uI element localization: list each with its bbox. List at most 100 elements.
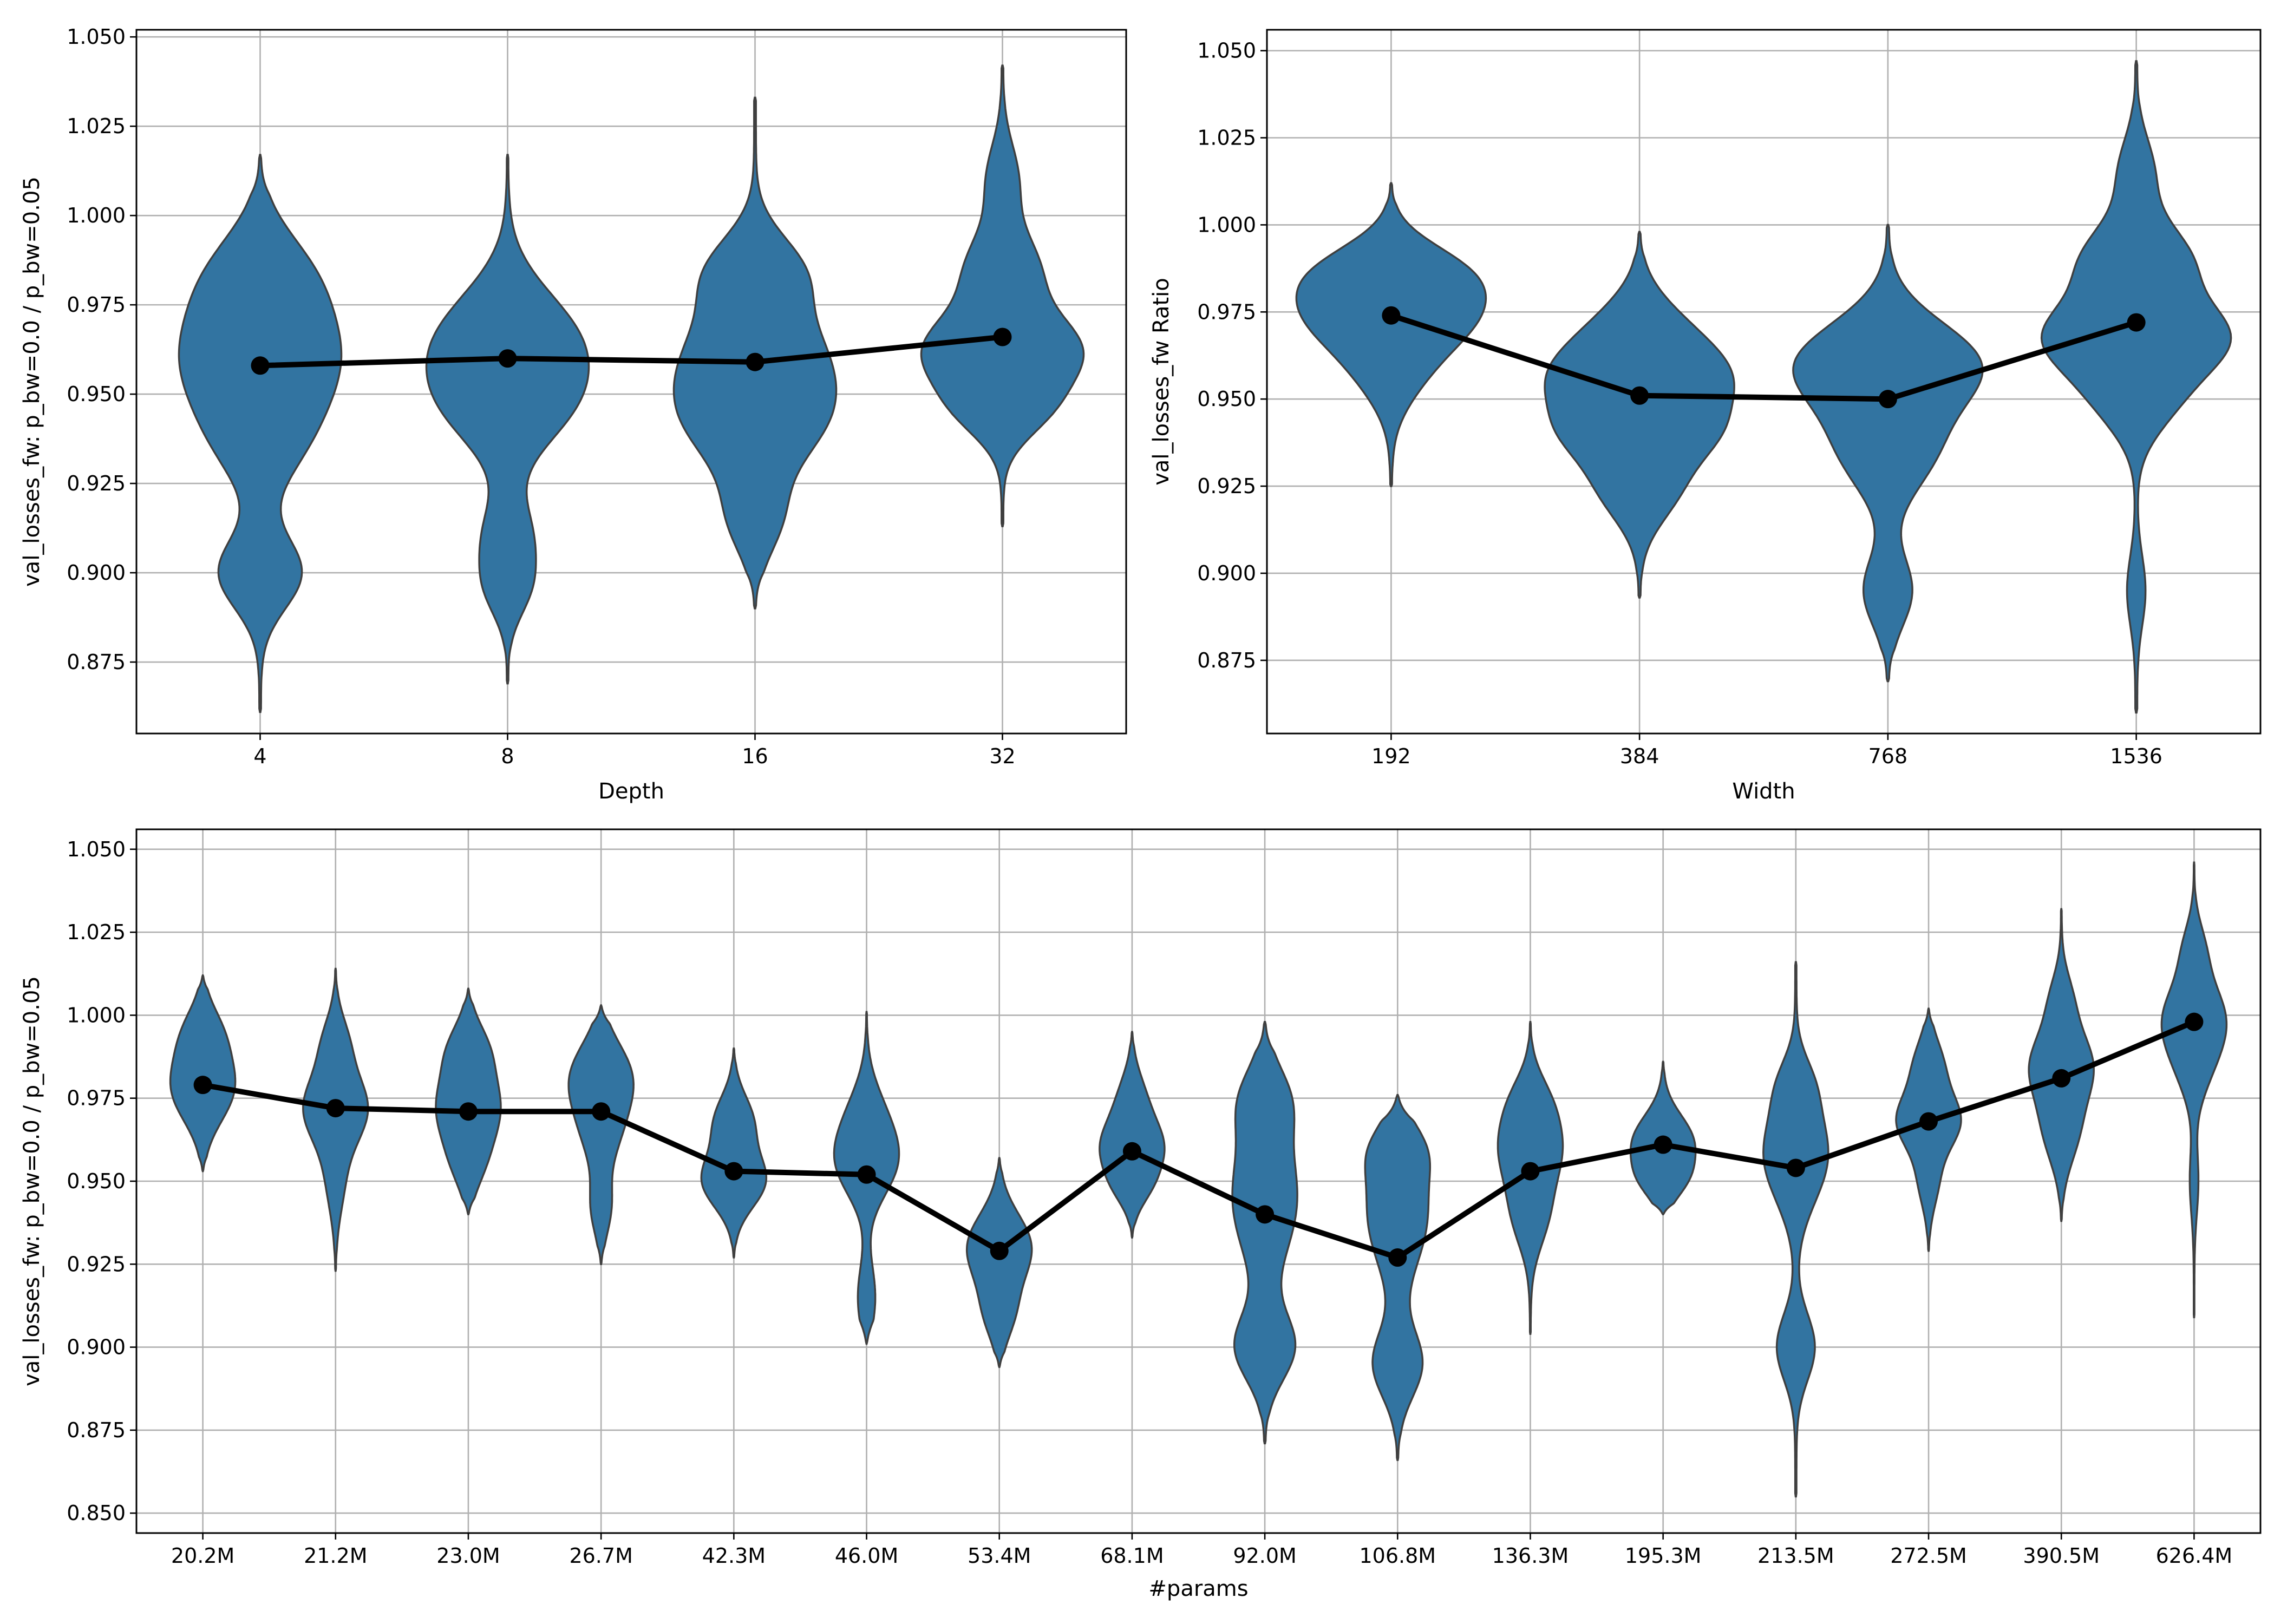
mean-point-23.0M [459, 1102, 478, 1121]
y-tick-label: 0.975 [67, 1086, 126, 1110]
x-tick-label: 42.3M [702, 1544, 766, 1568]
mean-point-195.3M [1654, 1135, 1672, 1154]
y-tick-label: 0.975 [1197, 300, 1256, 324]
y-tick-label: 0.925 [67, 1252, 126, 1276]
mean-point-1536 [2127, 313, 2146, 332]
violin-68.1M [1099, 1031, 1166, 1239]
y-tick-label: 0.875 [1197, 649, 1256, 672]
y-tick-label: 1.050 [1197, 39, 1256, 63]
violin-92.0M [1231, 1020, 1298, 1445]
violin-626.4M [2160, 861, 2228, 1319]
y-tick-label: 0.950 [67, 382, 126, 406]
mean-point-390.5M [2052, 1069, 2071, 1088]
y-tick-label: 0.900 [1197, 561, 1256, 585]
mean-point-106.8M [1388, 1248, 1407, 1267]
y-tick-label: 0.925 [1197, 474, 1256, 498]
x-tick-label: 23.0M [436, 1544, 500, 1568]
violins [178, 64, 1085, 713]
mean-point-92.0M [1256, 1205, 1275, 1224]
x-tick-label: 384 [1620, 744, 1659, 768]
violin-53.4M [965, 1157, 1033, 1368]
mean-point-20.2M [193, 1076, 212, 1095]
mean-line [1390, 312, 2138, 402]
y-tick-label: 0.900 [67, 561, 126, 585]
y-tick-label: 1.050 [67, 837, 126, 861]
mean-point-68.1M [1122, 1142, 1141, 1161]
x-tick-label: 136.3M [1492, 1544, 1569, 1568]
x-tick-label: 68.1M [1100, 1544, 1164, 1568]
violin-20.2M [169, 974, 237, 1173]
violin-23.0M [435, 987, 502, 1216]
mean-point-32 [993, 328, 1012, 346]
mean-line [260, 334, 1003, 369]
y-axis-label: val_losses_fw: p_bw=0.0 / p_bw=0.05 [19, 976, 44, 1386]
x-tick-label: 46.0M [835, 1544, 898, 1568]
x-tick-label: 768 [1868, 744, 1908, 768]
mean-point-626.4M [2185, 1012, 2204, 1031]
y-tick-label: 0.950 [1197, 387, 1256, 411]
mean-point-42.3M [724, 1162, 743, 1181]
x-tick-label: 1536 [2110, 744, 2162, 768]
violin-4 [178, 154, 343, 713]
mean-point-16 [746, 352, 764, 371]
mean-point-213.5M [1786, 1158, 1805, 1177]
mean-point-21.2M [326, 1099, 345, 1118]
y-tick-label: 0.875 [67, 650, 126, 674]
mean-point-53.4M [990, 1241, 1009, 1260]
y-axis-label: val_losses_fw: p_bw=0.0 / p_bw=0.05 [19, 176, 44, 587]
y-tick-label: 0.975 [67, 293, 126, 317]
x-tick-label: 272.5M [1890, 1544, 1967, 1568]
x-tick-label: 390.5M [2023, 1544, 2100, 1568]
y-tick-label: 0.850 [67, 1501, 126, 1525]
mean-point-8 [498, 349, 517, 368]
violin-768 [1792, 224, 1984, 683]
x-tick-label: 92.0M [1233, 1544, 1296, 1568]
violin-21.2M [302, 967, 369, 1272]
x-tick-label: 8 [501, 744, 514, 768]
mean-point-136.3M [1521, 1162, 1540, 1181]
mean-point-272.5M [1919, 1112, 1938, 1131]
mean-point-46.0M [857, 1165, 876, 1184]
y-tick-label: 1.050 [67, 25, 126, 49]
mean-point-4 [251, 356, 270, 375]
y-tick-label: 0.925 [67, 472, 126, 495]
mean-line [202, 1019, 2195, 1260]
mean-point-768 [1878, 390, 1897, 409]
y-tick-label: 0.875 [67, 1418, 126, 1442]
y-tick-label: 1.000 [67, 204, 126, 227]
violin-390.5M [2028, 908, 2095, 1222]
y-tick-label: 0.950 [67, 1169, 126, 1193]
y-axis-label: val_losses_fw Ratio [1149, 278, 1174, 486]
x-tick-label: 626.4M [2156, 1544, 2233, 1568]
panel-2: 0.875 0.900 0.925 0.950 0.975 1.000 1.025 1.050… [1149, 29, 2262, 804]
mean-point-384 [1630, 386, 1649, 405]
y-tick-label: 1.000 [67, 1003, 126, 1027]
x-tick-label: 32 [989, 744, 1015, 768]
violins [169, 861, 2228, 1498]
violin-384 [1544, 231, 1735, 599]
violin-32 [920, 64, 1085, 528]
y-tick-label: 1.025 [1197, 126, 1256, 150]
x-tick-label: 106.8M [1359, 1544, 1436, 1568]
y-tick-label: 1.000 [1197, 213, 1256, 237]
y-tick-label: 0.900 [67, 1335, 126, 1359]
x-axis-label: Depth [598, 779, 664, 804]
x-axis-label: Width [1732, 779, 1795, 804]
panel-3: 0.850 0.875 0.900 0.925 0.950 0.975 1.000 1.025… [19, 828, 2262, 1601]
x-tick-label: 21.2M [304, 1544, 367, 1568]
mean-point-26.7M [592, 1102, 611, 1121]
violin-26.7M [567, 1004, 635, 1266]
violin-1536 [2040, 60, 2232, 714]
plot-frame [135, 29, 1127, 735]
plot-frame [1266, 29, 2262, 735]
x-tick-label: 213.5M [1757, 1544, 1834, 1568]
y-tick-label: 1.025 [67, 920, 126, 944]
violin-8 [425, 154, 590, 685]
violins [1295, 60, 2232, 714]
violin-213.5M [1762, 961, 1829, 1498]
x-tick-label: 192 [1371, 744, 1411, 768]
mean-point-192 [1382, 306, 1401, 325]
violin-106.8M [1364, 1093, 1432, 1461]
x-tick-label: 195.3M [1625, 1544, 1702, 1568]
violin-42.3M [700, 1047, 768, 1259]
